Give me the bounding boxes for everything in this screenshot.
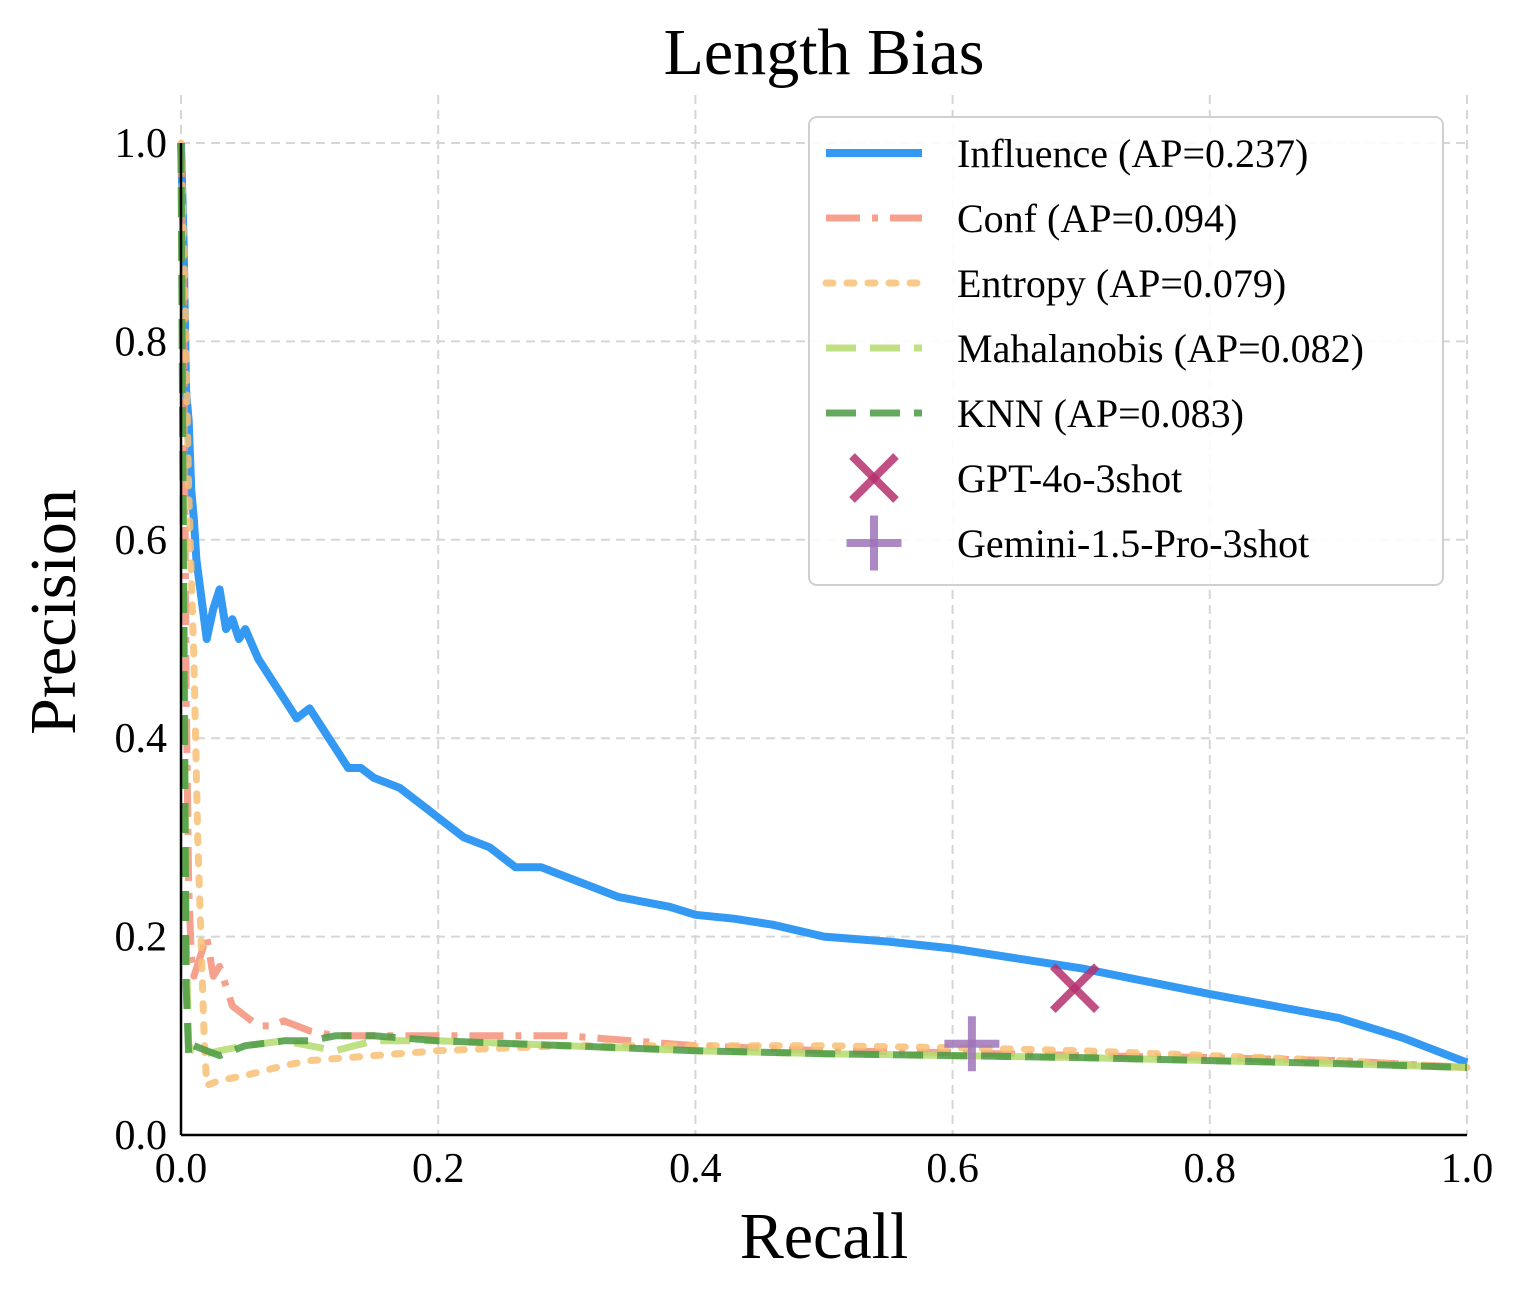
legend-marker-2 [846, 515, 902, 571]
point-marker-1 [1049, 963, 1100, 1014]
series-line-3 [177, 139, 1471, 1089]
point-marker-2 [944, 1016, 1000, 1072]
y-tick-label: 0.2 [115, 915, 168, 961]
legend-label: GPT-4o-3shot [957, 456, 1182, 501]
legend-label: Conf (AP=0.094) [957, 196, 1237, 241]
chart-title: Length Bias [664, 16, 985, 89]
y-axis-label: Precision [17, 489, 90, 735]
x-tick-label: 0.2 [412, 1146, 465, 1192]
x-axis-label: Recall [740, 1200, 909, 1273]
axes [179, 143, 1467, 1137]
y-tick-label: 0.6 [115, 518, 168, 564]
x-tick-label: 0.0 [155, 1146, 208, 1192]
legend: Influence (AP=0.237) Conf (AP=0.094) Entro… [808, 116, 1444, 586]
y-tick-labels: 0.0 0.2 0.4 0.6 0.8 1.0 [115, 121, 168, 1159]
legend-label: Entropy (AP=0.079) [957, 261, 1286, 306]
legend-label: Gemini-1.5-Pro-3shot [957, 521, 1309, 566]
x-tick-label: 0.6 [926, 1146, 979, 1192]
y-tick-label: 0.0 [115, 1113, 168, 1159]
legend-label: KNN (AP=0.083) [957, 391, 1244, 436]
series-line-1 [177, 142, 1469, 1067]
series-line-5 [177, 142, 1468, 1071]
legend-label: Influence (AP=0.237) [957, 131, 1308, 176]
legend-marker-1 [849, 453, 899, 503]
x-tick-label: 0.8 [1184, 1146, 1237, 1192]
points-layer [944, 963, 1100, 1072]
y-tick-label: 0.8 [115, 319, 168, 365]
legend-label: Mahalanobis (AP=0.082) [957, 326, 1364, 371]
x-tick-label: 0.4 [669, 1146, 722, 1192]
series-layer [177, 139, 1471, 1089]
y-tick-label: 1.0 [115, 121, 168, 167]
x-tick-label: 1.0 [1441, 1146, 1494, 1192]
x-tick-labels: 0.0 0.2 0.4 0.6 0.8 1.0 [155, 1146, 1494, 1192]
y-tick-label: 0.4 [115, 716, 168, 762]
legend-box [808, 116, 1444, 586]
